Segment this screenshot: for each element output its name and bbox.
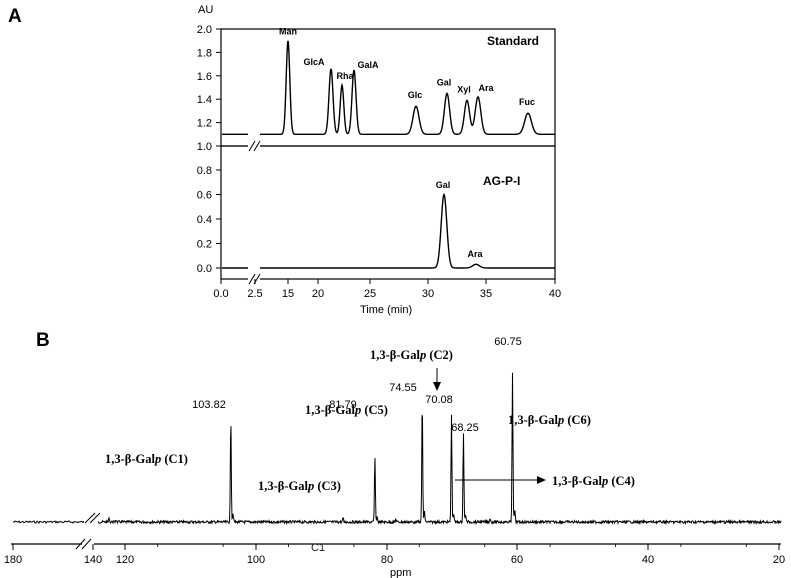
peak-label: Glc [408,90,423,100]
x-tick-label: 25 [364,288,376,300]
peak-value-label: 103.82 [192,399,226,411]
peak-label: Gal [437,77,452,87]
ppm-break-1 [75,538,86,550]
y-tick-label: 0.4 [197,214,212,226]
assignment-c4: 1,3-β-Galp (C4) [552,474,635,488]
nmr-spectrum [12,372,782,526]
peak-label: Ara [467,249,483,259]
peak-label: GlcA [303,57,325,67]
x-axis-label: Time (min) [360,304,412,316]
peak-label: Man [279,27,297,37]
standard-trace [222,40,555,135]
standard-y-ticks: 1.0 1.2 1.4 1.6 1.8 2.0 [197,24,221,153]
ppm-tick-label: 140 [84,554,102,566]
y-tick-label: 1.8 [197,47,212,59]
y-tick-label: 1.4 [197,94,212,106]
x-tick-label: 40 [549,288,561,300]
agpi-frame [220,145,556,280]
axis-annotation-c1: C1 [311,542,325,554]
panel-label-a: A [8,6,22,27]
arrow-c4-head [537,476,546,484]
ppm-tick-label: 60 [511,554,523,566]
x-tick-label: 15 [282,288,294,300]
panel-b-nmr: 180 140 120 100 80 60 40 20 103.82 81.79 74.55 70.… [4,336,785,578]
y-tick-label: 1.6 [197,71,212,83]
spectrum-break-2 [89,512,101,524]
nmr-peak-values: 103.82 81.79 74.55 70.08 68.25 60.75 [192,336,522,434]
y-axis-label: AU [198,4,213,16]
ppm-break-2 [81,538,92,550]
y-tick-label: 0.2 [197,239,212,251]
peak-value-label: 60.75 [494,336,522,348]
ppm-tick-label: 40 [642,554,654,566]
y-tick-label: 0.6 [197,190,212,202]
x-tick-label: 20 [312,288,324,300]
standard-label: Standard [487,34,539,48]
peak-label: GalA [357,60,379,70]
agpi-peak-labels: Gal Ara [436,180,484,259]
peak-value-label: 68.25 [451,422,479,434]
y-tick-label: 0.8 [197,165,212,177]
panel-a-hplc: AU 1.0 1.2 1.4 1.6 1.8 2.0 0.0 0.2 0.4 0.6 0.8 0.… [197,4,561,316]
x-tick-label: 35 [480,288,492,300]
axis-break-top [248,140,261,152]
peak-value-label: 81.79 [329,399,357,411]
assignment-c2: 1,3-β-Galp (C2) [370,348,453,362]
peak-label: Fuc [519,97,535,107]
x-tick-label: 30 [422,288,434,300]
ppm-tick-label: 20 [773,554,785,566]
peak-label: Ara [478,83,494,93]
assignment-c5: 1,3-β-Galp (C5) [305,403,388,417]
agpi-label: AG-P-I [483,174,520,188]
ppm-ticks: 180 140 120 100 80 60 40 20 [4,544,785,566]
peak-label: Xyl [457,84,471,94]
ppm-tick-label: 180 [4,554,22,566]
x-tick-label: 2.5 [247,288,262,300]
y-tick-label: 0.0 [197,263,212,275]
assignment-c6: 1,3-β-Galp (C6) [508,413,591,427]
y-tick-label: 1.0 [197,141,212,153]
ppm-tick-label: 80 [381,554,393,566]
y-tick-label: 1.2 [197,118,212,130]
peak-label: Rha [336,71,354,81]
x-tick-label: 0.0 [213,288,228,300]
axis-break-bottom [248,273,261,285]
peak-value-label: 70.08 [425,394,453,406]
assignment-c3: 1,3-β-Galp (C3) [258,479,341,493]
agpi-trace [222,192,555,269]
spectrum-break-1 [84,512,96,524]
assignment-c1: 1,3-β-Galp (C1) [105,452,188,466]
ppm-tick-label: 100 [247,554,265,566]
x-ticks: 0.0 2.5 15 20 25 30 35 40 [213,279,561,300]
arrow-c2-head [433,382,441,391]
agpi-y-ticks: 0.0 0.2 0.4 0.6 0.8 [197,165,221,275]
peak-label: Gal [436,180,451,190]
panel-label-b: B [36,330,50,351]
y-tick-label: 2.0 [197,24,212,36]
ppm-tick-label: 120 [116,554,134,566]
ppm-axis-label: ppm [390,567,411,578]
peak-value-label: 74.55 [389,382,417,394]
